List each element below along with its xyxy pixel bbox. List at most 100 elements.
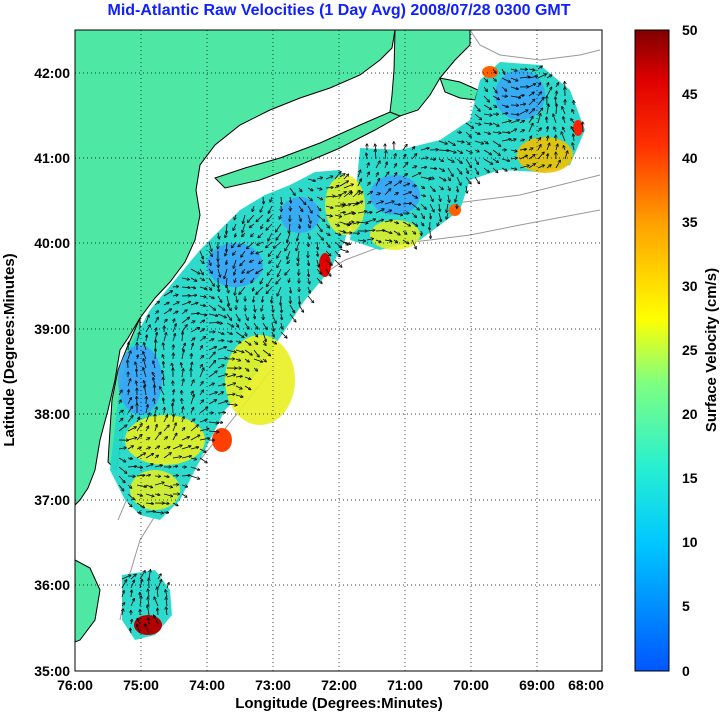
velocity-vector-arrow [547,117,548,124]
velocity-vector-arrow [155,328,157,333]
y-tick-label: 40:00 [34,235,70,251]
velocity-vector-arrow [173,399,174,405]
velocity-vector-arrow [492,86,497,93]
velocity-vector-arrow [235,322,239,327]
velocity-field [110,62,585,640]
velocity-vector-arrow [181,287,190,288]
peak-velocity-region [212,428,232,452]
x-tick-label: 71:00 [387,677,423,693]
velocity-vector-arrow [217,401,228,405]
velocity-vector-arrow [510,77,518,81]
velocity-vector-arrow [420,148,429,151]
velocity-vector-arrow [483,104,491,109]
peak-velocity-region [449,204,461,216]
velocity-vector-arrow [384,162,387,169]
velocity-vector-arrow [267,277,273,286]
velocity-vector-arrow [136,435,142,441]
velocity-vector-arrow [263,196,264,204]
velocity-vector-arrow [537,165,544,169]
velocity-vector-arrow [420,221,424,226]
velocity-vector-arrow [259,259,264,264]
velocity-vector-arrow [147,605,150,616]
velocity-vector-arrow [298,196,306,204]
velocity-vector-arrow [145,325,150,333]
velocity-vector-arrow [528,69,535,70]
velocity-vector-arrow [190,313,199,314]
velocity-vector-arrow [199,286,207,289]
velocity-vector-arrow [465,176,471,184]
velocity-vector-arrow [190,268,200,274]
velocity-vector-arrow [393,222,398,223]
velocity-vector-arrow [260,277,264,284]
velocity-vector-arrow [411,173,421,178]
velocity-vector-arrow [145,447,150,449]
velocity-vector-arrow [154,494,160,495]
velocity-vector-arrow [572,110,574,115]
velocity-vector-arrow [438,176,446,181]
velocity-vector-arrow [563,128,566,133]
velocity-vector-arrow [181,317,189,324]
velocity-vector-arrow [316,223,322,232]
x-tick-label: 76:00 [57,677,93,693]
velocity-vector-arrow [325,176,333,180]
velocity-vector-arrow [181,485,187,487]
velocity-vector-arrow [402,145,407,151]
colorbar-tick-label: 20 [682,406,698,422]
velocity-vector-arrow [261,304,263,311]
velocity-vector-arrow [181,493,187,497]
map-title: Mid-Atlantic Raw Velocities (1 Day Avg) … [108,2,571,19]
velocity-vector-arrow [455,194,458,202]
velocity-vector-arrow [234,214,236,220]
velocity-vector-arrow [208,339,214,341]
velocity-vector-arrow [308,277,310,284]
velocity-vector-arrow [366,219,375,223]
velocity-vector-arrow [253,340,257,344]
velocity-vector-arrow [235,232,236,237]
velocity-vector-arrow [266,223,273,230]
velocity-vector-arrow [251,277,255,283]
velocity-vector-arrow [199,296,206,297]
velocity-vector-arrow [253,331,258,337]
velocity-vector-arrow [118,419,123,423]
velocity-vector-arrow [298,205,303,211]
velocity-vector-arrow [181,363,182,369]
velocity-vector-arrow [421,230,422,235]
velocity-vector-arrow [127,458,132,459]
velocity-vector-arrow [339,212,345,213]
velocity-vector-arrow [250,260,255,262]
velocity-vector-arrow [298,304,303,312]
velocity-vector-arrow [420,195,425,196]
velocity-vector-arrow [163,291,172,297]
velocity-vector-arrow [182,369,183,378]
velocity-vector-arrow [316,277,322,283]
velocity-vector-arrow [299,295,300,304]
velocity-vector-arrow [253,358,262,362]
velocity-vector-arrow [199,368,204,378]
velocity-vector-arrow [268,268,273,275]
velocity-vector-arrow [258,232,264,238]
velocity-vector-arrow [242,223,246,232]
velocity-vector-arrow [561,132,566,142]
velocity-vector-arrow [510,168,517,169]
velocity-vector-arrow [357,170,361,178]
velocity-vector-arrow [172,295,178,296]
velocity-vector-arrow [244,385,251,390]
velocity-vector-arrow [563,117,566,124]
velocity-vector-arrow [226,375,235,378]
velocity-vector-arrow [145,493,154,496]
velocity-vector-arrow [334,224,339,226]
velocity-vector-arrow [393,230,400,235]
velocity-vector-arrow [325,196,335,197]
velocity-vector-arrow [298,187,302,192]
velocity-vector-arrow [556,104,557,115]
velocity-vector-arrow [234,268,237,275]
velocity-vector-arrow [172,445,182,450]
low-velocity-region [495,70,545,120]
velocity-vector-arrow [375,179,379,187]
velocity-vector-arrow [564,151,568,160]
y-axis: 42:00 41:00 40:00 39:00 38:00 37:00 36:0… [1,65,70,679]
velocity-vector-arrow [262,358,266,362]
velocity-vector-arrow [281,304,282,312]
velocity-vector-arrow [384,240,392,241]
velocity-vector-arrow [325,215,332,216]
